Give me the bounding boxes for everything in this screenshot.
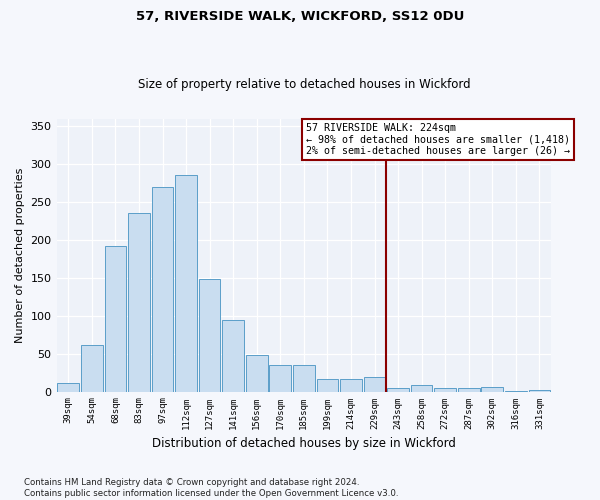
Text: 57 RIVERSIDE WALK: 224sqm
← 98% of detached houses are smaller (1,418)
2% of sem: 57 RIVERSIDE WALK: 224sqm ← 98% of detac…: [307, 122, 571, 156]
Y-axis label: Number of detached properties: Number of detached properties: [15, 168, 25, 342]
Bar: [104, 246, 126, 392]
Bar: [246, 355, 268, 392]
Bar: [81, 346, 103, 392]
Text: 57, RIVERSIDE WALK, WICKFORD, SS12 0DU: 57, RIVERSIDE WALK, WICKFORD, SS12 0DU: [136, 10, 464, 23]
Bar: [364, 377, 385, 392]
Bar: [340, 380, 362, 392]
Bar: [223, 320, 244, 392]
Bar: [317, 380, 338, 392]
Title: Size of property relative to detached houses in Wickford: Size of property relative to detached ho…: [137, 78, 470, 91]
Text: Contains HM Land Registry data © Crown copyright and database right 2024.
Contai: Contains HM Land Registry data © Crown c…: [24, 478, 398, 498]
Bar: [387, 388, 409, 392]
Bar: [152, 187, 173, 392]
Bar: [411, 386, 433, 392]
X-axis label: Distribution of detached houses by size in Wickford: Distribution of detached houses by size …: [152, 437, 456, 450]
Bar: [481, 387, 503, 392]
Bar: [269, 365, 291, 392]
Bar: [128, 212, 150, 392]
Bar: [458, 388, 479, 392]
Bar: [505, 391, 527, 392]
Bar: [293, 365, 314, 392]
Bar: [199, 280, 220, 392]
Bar: [58, 383, 79, 392]
Bar: [434, 388, 456, 392]
Bar: [175, 176, 197, 392]
Bar: [529, 390, 550, 392]
